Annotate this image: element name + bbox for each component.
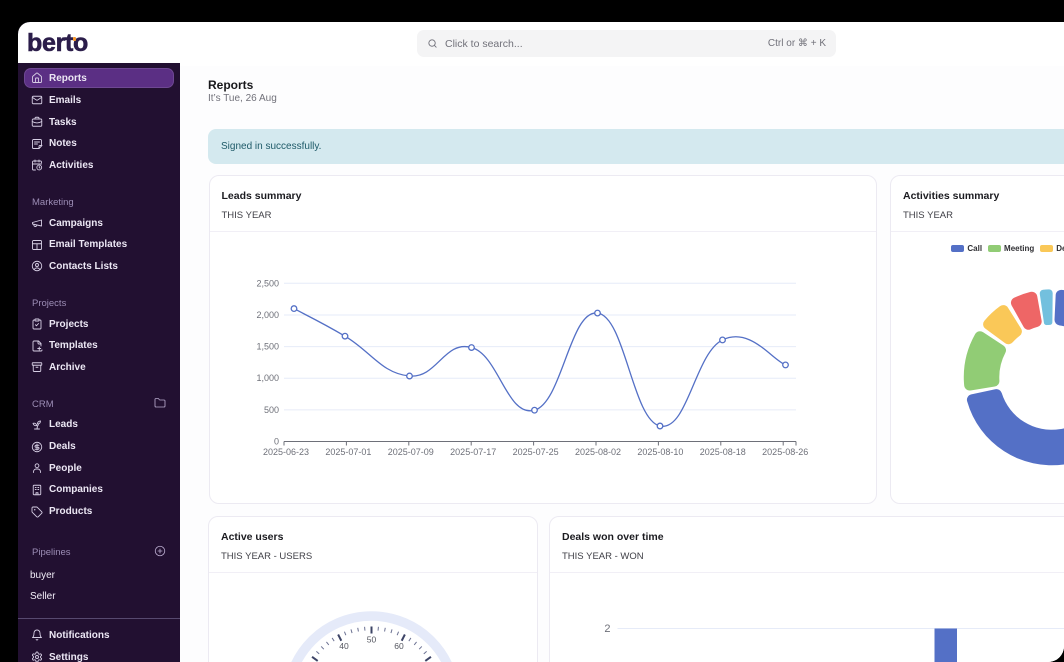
svg-text:50: 50 xyxy=(366,635,376,645)
svg-text:2025-07-17: 2025-07-17 xyxy=(450,447,496,457)
svg-text:1,000: 1,000 xyxy=(256,373,279,383)
svg-text:2025-08-02: 2025-08-02 xyxy=(575,447,621,457)
svg-text:2: 2 xyxy=(604,623,610,635)
svg-text:2025-08-26: 2025-08-26 xyxy=(762,447,808,457)
svg-text:0: 0 xyxy=(274,437,279,447)
svg-text:2025-08-10: 2025-08-10 xyxy=(637,447,683,457)
svg-text:2,000: 2,000 xyxy=(256,310,279,320)
svg-text:2025-07-01: 2025-07-01 xyxy=(325,447,371,457)
svg-text:1,500: 1,500 xyxy=(256,342,279,352)
svg-text:2025-07-25: 2025-07-25 xyxy=(513,447,559,457)
svg-text:2,500: 2,500 xyxy=(256,278,279,288)
svg-text:2025-08-18: 2025-08-18 xyxy=(700,447,746,457)
svg-text:500: 500 xyxy=(264,405,279,415)
svg-text:60: 60 xyxy=(394,641,404,651)
svg-text:40: 40 xyxy=(339,641,349,651)
svg-text:2025-07-09: 2025-07-09 xyxy=(388,447,434,457)
svg-text:2025-06-23: 2025-06-23 xyxy=(263,447,309,457)
